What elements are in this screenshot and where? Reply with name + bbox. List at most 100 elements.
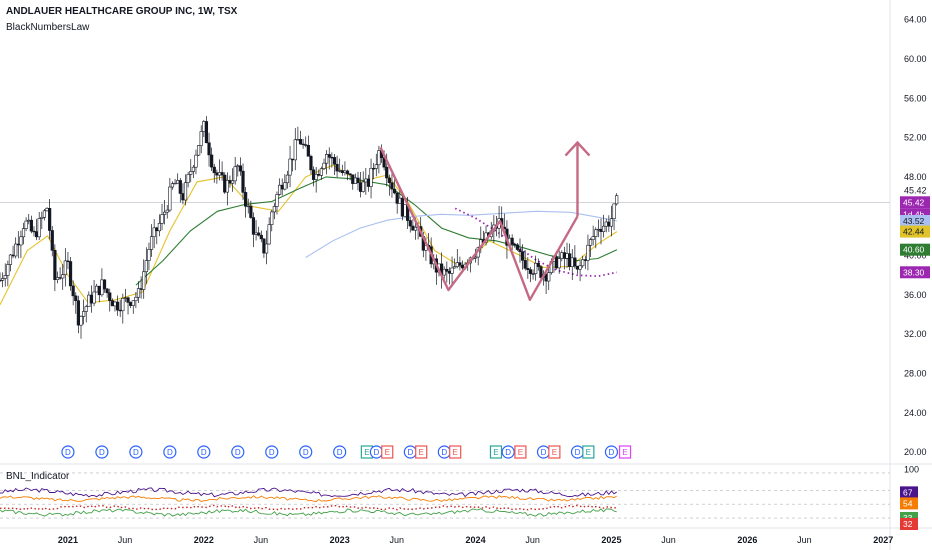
candle-body [356,177,360,184]
x-tick-label: Jun [661,535,676,545]
y-tick-label: 48.00 [904,172,927,182]
candle [1,272,5,288]
event-marker-earnings[interactable]: E [449,445,462,459]
event-marker-dividend[interactable]: D [95,445,109,459]
candle [288,145,292,188]
event-marker-dividend[interactable]: D [501,445,515,459]
candle-body [6,264,10,276]
x-tick-label: 2027 [873,535,893,545]
candle [578,261,582,282]
dividend-icon [604,445,619,459]
event-marker-dividend[interactable]: D [437,445,451,459]
oscillator-badge-bg [900,518,918,530]
x-tick-label: 2025 [601,535,621,545]
candle [48,198,52,240]
candle-body [74,295,78,301]
candle [528,266,533,283]
event-marker-earnings[interactable]: E [381,445,394,459]
price-badge: 42.44 [900,225,930,238]
event-marker-earnings[interactable]: E [489,445,503,459]
event-marker-dividend[interactable]: D [536,445,551,459]
candle-body [126,297,130,303]
event-marker-dividend[interactable]: D [369,445,383,459]
candle [24,217,28,231]
candle-body [157,223,161,232]
dividend-icon [163,445,177,459]
candle [136,281,141,304]
event-marker-dividend[interactable]: D [61,445,75,459]
candle [458,256,462,271]
candle-body [149,236,154,250]
event-marker-dividend[interactable]: D [231,445,245,459]
candle [76,295,80,334]
event-letter: D [337,448,343,457]
candle [152,219,156,249]
event-marker-dividend[interactable]: D [163,445,177,459]
candle-body [170,183,175,188]
candle [557,249,561,274]
event-marker-earnings[interactable]: E [548,445,561,459]
event-marker-dividend[interactable]: D [604,445,619,459]
candle-body [228,180,232,184]
event-marker-dividend[interactable]: D [403,445,417,459]
event-marker-earnings[interactable]: E [582,445,595,459]
candle-body [21,228,26,238]
candle-body [398,197,402,204]
candle [387,174,391,196]
event-marker-earnings[interactable]: E [514,445,527,459]
candle-body [306,145,310,157]
candle-body [602,225,606,232]
candle-body [343,170,347,173]
event-marker-dividend[interactable]: D [333,445,347,459]
event-marker-dividend[interactable]: D [299,445,313,459]
candle-body [102,279,107,290]
indicator-name: BlackNumbersLaw [6,22,90,33]
candle-body [317,173,321,176]
candle [210,147,214,171]
oscillator-name: BNL_Indicator [6,471,70,482]
candle [403,204,407,217]
oscillator-badge-bg [900,486,918,499]
candle-body [288,158,292,176]
series-line-2 [305,210,618,258]
price-badge: 43.52 [900,214,930,227]
candle [168,177,172,213]
candle [82,299,86,325]
earnings-icon [449,445,462,459]
candle-body [251,217,256,235]
candle [63,248,67,287]
event-marker-dividend[interactable]: D [129,445,143,459]
candle-body [196,145,201,156]
candle [191,164,195,179]
x-tick-label: Jun [525,535,540,545]
candle [207,132,211,167]
candle-body [121,298,125,312]
candle-body [134,296,138,302]
event-marker-earnings[interactable]: E [618,445,632,459]
candle [392,177,397,195]
candle-body [562,252,567,259]
candle [142,259,146,299]
event-marker-dividend[interactable]: D [265,445,279,459]
event-marker-dividend[interactable]: D [197,445,211,459]
candle-body [45,208,49,212]
candle-body [361,181,365,192]
candle [325,150,329,175]
candle-body [372,167,376,170]
candle-body [40,216,44,219]
candle-body [565,253,569,259]
candle-body [604,221,608,227]
candle-body [400,197,405,217]
candle-body [385,166,389,179]
time-axis[interactable]: 2021 Jun 2022 Jun 2023 Jun 2024 Jun 2025 Jun 2026 J… [58,535,893,545]
candle-body [311,169,316,180]
event-marker-dividend[interactable]: D [570,445,585,459]
candle [186,171,190,188]
y-tick-label: 52.00 [904,133,927,143]
price-badge-label: 1d 4h [903,209,925,219]
event-letter: D [407,448,413,457]
event-marker-earnings[interactable]: E [415,445,428,459]
candle-body [521,251,525,261]
